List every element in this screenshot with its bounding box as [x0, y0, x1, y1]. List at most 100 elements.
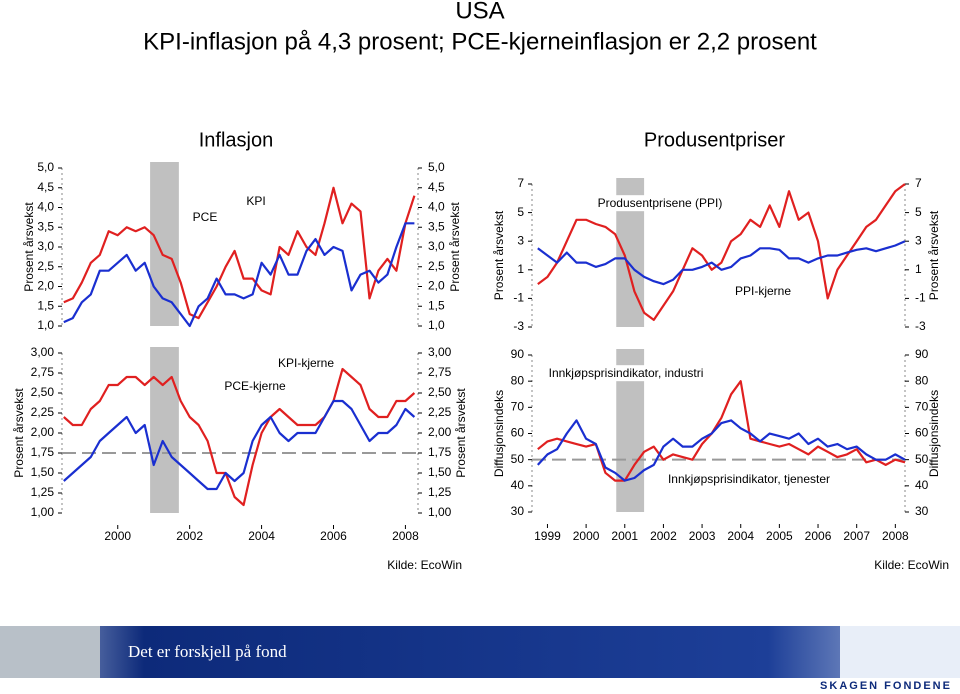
- series-label-bg: [594, 195, 726, 212]
- y-tick-label: 60: [511, 426, 525, 440]
- series-label: Produsentprisene (PPI): [598, 196, 723, 210]
- footer-slogan: Det er forskjell på fond: [128, 642, 287, 661]
- y-tick-label: 1,75: [31, 445, 55, 459]
- x-tick-label: 2006: [320, 529, 347, 543]
- y-tick-label: 5: [517, 205, 524, 219]
- series-label-bg: [189, 209, 221, 226]
- chart-title: Inflasjon: [199, 129, 274, 151]
- x-tick-label: 2004: [248, 529, 275, 543]
- y2-tick-label: 1,00: [428, 505, 452, 519]
- series-line: [63, 367, 416, 507]
- y-tick-label: 70: [511, 400, 525, 414]
- y2-tick-label: 3,0: [428, 239, 445, 253]
- y2-tick-label: 1,75: [428, 445, 452, 459]
- y-tick-label: 80: [511, 373, 525, 387]
- y-tick-label: 3: [517, 233, 524, 247]
- series-label: PCE: [193, 210, 218, 224]
- y2-tick-label: 7: [915, 176, 922, 190]
- y2-tick-label: -1: [915, 291, 926, 305]
- y2-tick-label: 80: [915, 373, 929, 387]
- x-tick-label: 2002: [176, 529, 203, 543]
- x-tick-label: 2002: [650, 529, 677, 543]
- y2-tick-label: 4,5: [428, 180, 445, 194]
- x-tick-label: 2006: [805, 529, 832, 543]
- y2-tick-label: 2,50: [428, 385, 452, 399]
- y2-axis-title: Diffusjonsindeks: [927, 390, 941, 477]
- series-line: [537, 183, 906, 321]
- y2-tick-label: 70: [915, 400, 929, 414]
- y-axis-title: Prosent årsvekst: [12, 388, 26, 478]
- y2-tick-label: 5,0: [428, 160, 445, 174]
- y-axis-title: Diffusjonsindeks: [492, 390, 506, 477]
- footer-photo: [0, 626, 100, 678]
- series-label-bg: [545, 365, 707, 382]
- y-tick-label: -1: [513, 291, 524, 305]
- y2-tick-label: 90: [915, 347, 929, 361]
- y2-tick-label: 2,75: [428, 365, 452, 379]
- series-line: [537, 380, 906, 482]
- recession-band: [150, 347, 179, 513]
- y-tick-label: 4,5: [37, 180, 54, 194]
- y-tick-label: 7: [517, 176, 524, 190]
- y2-tick-label: 3: [915, 233, 922, 247]
- y2-tick-label: 40: [915, 478, 929, 492]
- y2-tick-label: 3,00: [428, 345, 452, 359]
- y-tick-label: 30: [511, 504, 525, 518]
- y2-tick-label: 4,0: [428, 200, 445, 214]
- y-tick-label: 1,25: [31, 485, 55, 499]
- y2-tick-label: 1,25: [428, 485, 452, 499]
- y2-tick-label: 5: [915, 205, 922, 219]
- y2-tick-label: 1: [915, 262, 922, 276]
- series-line: [63, 222, 415, 328]
- series-line: [63, 186, 416, 320]
- y-tick-label: 2,25: [31, 405, 55, 419]
- y-tick-label: 3,0: [37, 239, 54, 253]
- x-tick-label: 2004: [727, 529, 754, 543]
- x-tick-label: 2005: [766, 529, 793, 543]
- y-tick-label: 3,5: [37, 219, 54, 233]
- y-tick-label: 1,0: [37, 318, 54, 332]
- series-label-bg: [274, 355, 338, 372]
- logo-box: [840, 626, 960, 678]
- y-tick-label: 1,00: [31, 505, 55, 519]
- x-tick-label: 2000: [104, 529, 131, 543]
- footer-band: [0, 626, 960, 678]
- x-tick-label: 2003: [689, 529, 716, 543]
- series-label-bg: [221, 378, 289, 395]
- series-label-bg: [731, 283, 795, 300]
- y2-tick-label: 50: [915, 452, 929, 466]
- y-axis-title: Prosent årsvekst: [22, 202, 36, 292]
- slide-subtitle: KPI-inflasjon på 4,3 prosent; PCE-kjerne…: [143, 28, 817, 55]
- y2-tick-label: 1,0: [428, 318, 445, 332]
- x-tick-label: 2007: [843, 529, 870, 543]
- y-tick-label: 40: [511, 478, 525, 492]
- series-label: Innkjøpsprisindikator, industri: [549, 366, 704, 380]
- y2-axis-title: Prosent årsvekst: [448, 202, 462, 292]
- y2-tick-label: 1,5: [428, 298, 445, 312]
- y-tick-label: 1,5: [37, 298, 54, 312]
- y2-tick-label: 1,50: [428, 465, 452, 479]
- series-label: KPI: [246, 194, 265, 208]
- y-tick-label: 2,50: [31, 385, 55, 399]
- y2-axis-title: Prosent årsvekst: [927, 210, 941, 300]
- y-tick-label: 2,0: [37, 279, 54, 293]
- y2-tick-label: 60: [915, 426, 929, 440]
- y-tick-label: 2,5: [37, 259, 54, 273]
- y-tick-label: -3: [513, 319, 524, 333]
- series-line: [536, 419, 906, 482]
- series-line: [537, 240, 906, 286]
- y2-tick-label: 3,5: [428, 219, 445, 233]
- y-axis-title: Prosent årsvekst: [492, 210, 506, 300]
- source-note: Kilde: EcoWin: [874, 558, 949, 572]
- x-tick-label: 2008: [392, 529, 419, 543]
- series-label: Innkjøpsprisindikator, tjenester: [668, 472, 830, 486]
- chart-title: Produsentpriser: [644, 129, 786, 151]
- y-tick-label: 50: [511, 452, 525, 466]
- y-tick-label: 90: [511, 347, 525, 361]
- x-tick-label: 2008: [882, 529, 909, 543]
- y2-tick-label: -3: [915, 319, 926, 333]
- series-label-bg: [243, 193, 269, 210]
- footer-brand: SKAGEN FONDENE: [820, 680, 952, 692]
- y-tick-label: 2,75: [31, 365, 55, 379]
- y-tick-label: 3,00: [31, 345, 55, 359]
